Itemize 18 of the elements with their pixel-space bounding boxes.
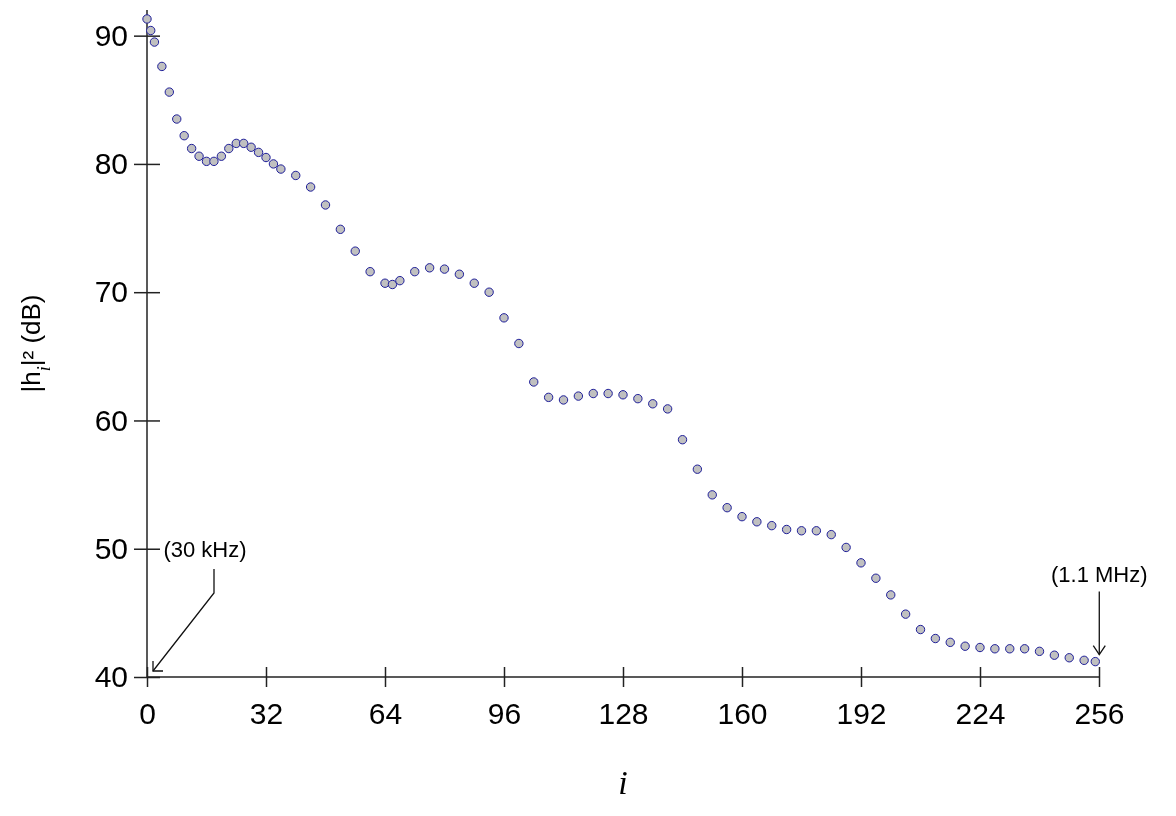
annotation: (30 kHz): [163, 537, 247, 562]
x-tick-label: 256: [1074, 697, 1125, 731]
annotation: (1.1 MHz): [1051, 561, 1148, 587]
x-tick-label: 0: [139, 697, 156, 731]
x-tick-label: 160: [717, 697, 768, 731]
x-axis-title: i: [618, 764, 628, 801]
x-tick-label: 224: [955, 697, 1006, 731]
y-tick-label: 50: [94, 531, 128, 565]
y-tick-label: 80: [94, 147, 128, 181]
x-tick-label: 96: [487, 697, 522, 731]
x-tick-label: 32: [249, 697, 284, 731]
y-tick-label: 60: [94, 403, 128, 437]
y-tick-label: 40: [94, 660, 128, 694]
x-tick-label: 64: [368, 697, 403, 731]
x-tick-label: 192: [836, 697, 887, 731]
y-tick-label: 90: [94, 18, 128, 52]
x-tick-label: 128: [598, 697, 649, 731]
y-tick-label: 70: [94, 275, 128, 309]
